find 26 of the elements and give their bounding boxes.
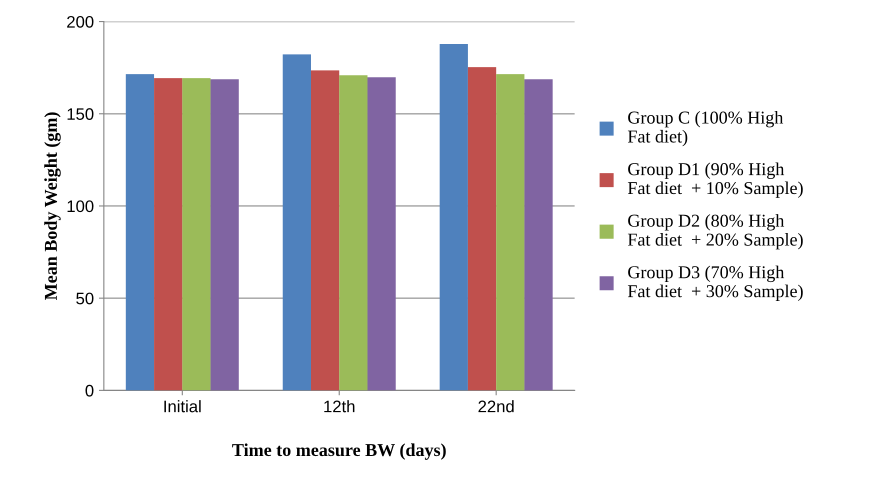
bar <box>339 75 368 390</box>
y-tick-label: 200 <box>67 16 94 28</box>
legend-label: Group C (100% High Fat diet) <box>628 110 784 146</box>
bar <box>282 54 311 390</box>
y-tick-label: 0 <box>86 384 94 397</box>
bar <box>126 74 154 390</box>
legend-label: Group D3 (70% High Fat diet + 30% Sample) <box>628 266 803 301</box>
y-tick-label: 50 <box>76 292 94 304</box>
x-axis-title: Time to measure BW (days) <box>232 443 446 460</box>
bar <box>468 67 496 390</box>
y-tick-label: 100 <box>68 200 94 212</box>
y-axis-title: Mean Body Weight (gm) <box>44 112 61 300</box>
bar <box>210 79 239 390</box>
x-tick-label: 22nd <box>478 400 514 412</box>
bar <box>496 74 524 390</box>
bar <box>524 79 553 390</box>
bar <box>182 78 211 390</box>
x-tick-label: 12th <box>324 400 354 412</box>
bar <box>367 77 396 390</box>
legend-label: Group D1 (90% High Fat diet + 10% Sample) <box>628 162 803 198</box>
bar <box>440 44 468 390</box>
y-tick-label: 150 <box>68 108 94 120</box>
x-tick-label: Initial <box>164 400 201 412</box>
bar <box>310 70 340 390</box>
legend-label: Group D2 (80% High Fat diet + 20% Sample) <box>628 214 803 250</box>
bar <box>154 78 182 390</box>
